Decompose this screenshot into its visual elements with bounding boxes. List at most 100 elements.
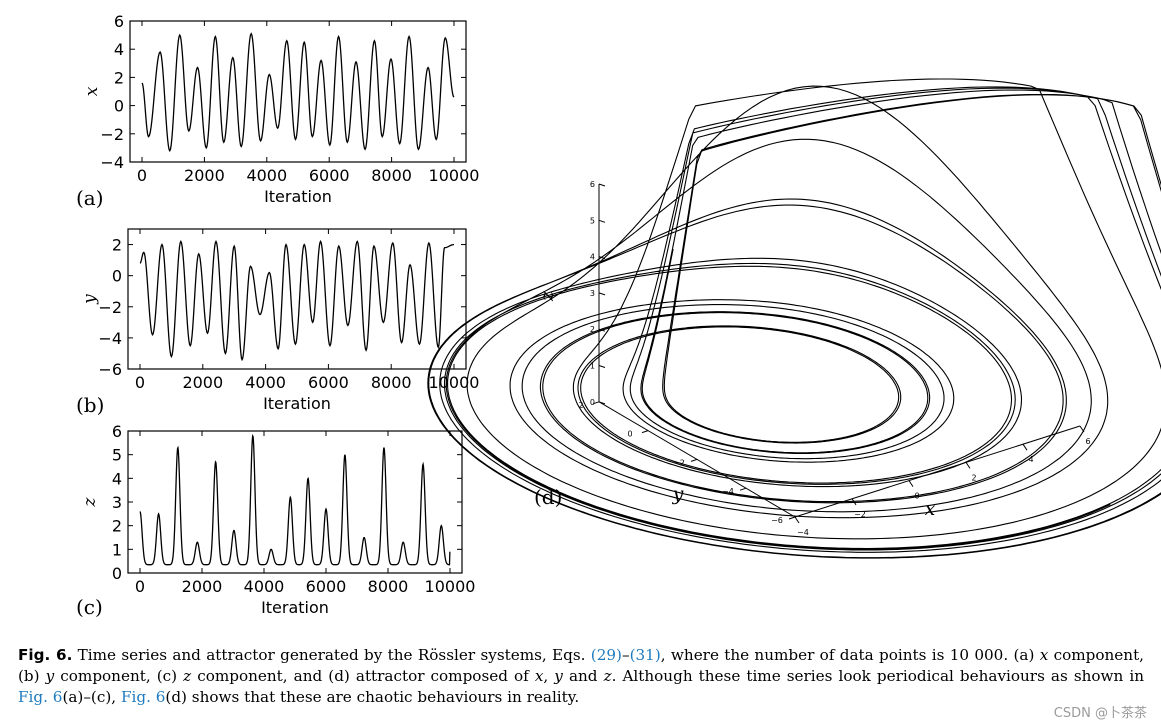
x-tick-label: 0 [135,373,145,392]
x-axis-label: Iteration [264,187,332,206]
z-tick [598,292,606,296]
fig-6-link[interactable]: Fig. 6 [120,688,166,706]
x-tick-label: 4 [1028,455,1033,464]
y-tick-label: −2 [100,125,124,144]
fig-6-link[interactable]: Fig. 6 [18,688,63,706]
x-tick-label: 6000 [306,577,347,596]
y-tick-label: 2 [578,401,583,410]
z-tick [598,183,606,187]
caption-text: component, (c) [54,667,184,685]
y-tick [690,458,698,462]
y-tick-label: 6 [112,422,122,441]
x-tick [908,480,914,487]
caption-text: , [543,667,555,685]
eq-31-link[interactable]: (31) [629,646,661,664]
series-line-z [139,433,451,566]
caption-text: , where the number of data points is 10 … [660,646,1040,664]
y-axis-label: z [80,496,100,507]
x-tick-label: 8000 [368,577,409,596]
caption-text: (a)–(c), [62,688,121,706]
x-axis-label: x [925,498,936,520]
x-tick-label: 0 [135,577,145,596]
figure-caption: Fig. 6. Time series and attractor genera… [18,645,1144,708]
caption-var: x [1039,646,1049,664]
y-tick [641,430,649,434]
x-tick [1022,443,1028,451]
x-tick-label: 8000 [371,166,412,185]
caption-text: . Although these time series look period… [611,667,1145,685]
panel-label: (a) [76,186,104,210]
figure-canvas: 0 2000 4000 6000 8000 10000−4−20246Iterationx… [76,12,1161,619]
caption-var: z [603,667,612,685]
y-tick-label: −4 [722,487,734,496]
x-axis-label: Iteration [263,394,331,413]
x-tick-label: 2000 [184,166,225,185]
series-line-y [139,239,455,362]
y-axis-label: y [80,294,100,305]
z-tick-label: 2 [590,325,595,334]
caption-text: (d) shows that these are chaotic behavio… [165,688,580,706]
x-tick-label: 4000 [245,373,286,392]
caption-text: and [562,667,604,685]
z-tick-label: 4 [590,253,595,262]
y-tick-label: 2 [114,68,124,87]
y-tick-label: 6 [114,12,124,31]
caption-var: z [183,667,192,685]
y-tick [788,516,796,520]
panel-a: 0 2000 4000 6000 8000 10000 −4 −2 0 2 4 6 Iteration x… [76,12,479,210]
z-tick [598,365,606,368]
y-tick-label: −2 [98,298,122,317]
x-tick-label: 2000 [182,373,223,392]
caption-var: y [554,667,563,685]
z-tick [598,401,606,405]
y-tick-label: 3 [112,493,122,512]
caption-var: y [45,667,55,685]
z-tick-label: 0 [590,398,595,407]
y-tick-label: −4 [100,153,124,172]
plot-frame [129,20,467,163]
y-tick-label: 2 [112,236,122,255]
watermark: CSDN @卜茶茶 [1053,706,1147,721]
attractor-curve [427,78,1161,559]
panel-label: (b) [76,393,104,417]
y-tick-label: 5 [112,446,122,465]
z-tick-label: 5 [590,216,595,225]
x-tick-label: 4000 [244,577,285,596]
caption-text: component, and (d) attractor composed of [191,667,535,685]
y-tick [592,401,600,405]
x-tick-label: 2000 [182,577,223,596]
y-tick-label: 4 [114,40,124,59]
y-tick-label: 0 [112,267,122,286]
caption-text: Time series and attractor generated by t… [72,646,591,664]
y-tick-label: −6 [771,516,783,525]
z-tick-label: 3 [590,289,595,298]
x-axis-label: Iteration [261,598,329,617]
y-axis-label: y [672,483,684,505]
panel-label: (c) [76,595,103,619]
z-tick-label: 6 [590,180,595,189]
x-tick [965,462,971,469]
eq-29-link[interactable]: (29) [590,646,622,664]
x-tick-label: 6000 [308,373,349,392]
x-tick-label: 10000 [425,577,476,596]
y-tick-label: −4 [98,329,122,348]
x-tick-label: 10000 [429,373,480,392]
x-tick-label: 0 [914,492,919,501]
y-tick-label: 2 [112,517,122,536]
caption-text: – [621,646,630,664]
panel-c: 0 2000 4000 6000 8000 100000123456Iterationz(… [76,422,475,619]
y-tick-label: −6 [98,360,122,379]
x-tick-label: −4 [797,528,809,537]
x-tick [794,516,800,524]
x-tick-label: 8000 [371,373,412,392]
z-tick-label: 1 [590,362,595,371]
series-line-x [141,32,455,153]
panel-b: 0 2000 4000 6000 8000 10000 −6 −4 −2 0 2 Iteration y… [76,228,480,417]
caption-label: Fig. 6. [18,646,73,664]
caption-text: component, (b) [18,646,1144,685]
y-tick-label: 4 [112,469,122,488]
x-tick-label: 2 [971,473,976,482]
plot-frame [127,228,467,370]
z-tick [598,219,606,223]
y-tick-label: 0 [627,430,632,439]
